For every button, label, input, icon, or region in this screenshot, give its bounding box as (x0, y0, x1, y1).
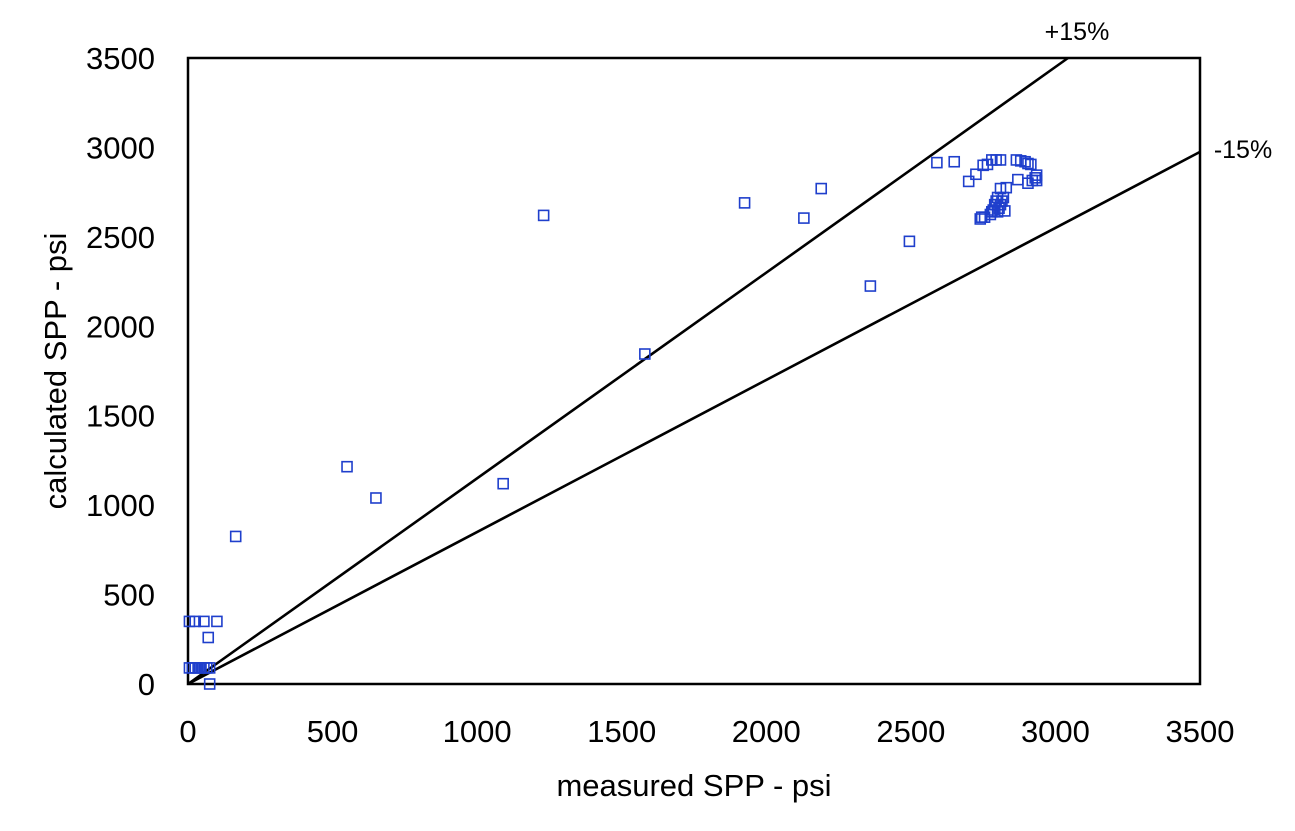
data-point (203, 662, 216, 674)
data-point (1000, 181, 1013, 194)
y-tick-label: 3500 (86, 41, 155, 76)
y-tick-labels: 0 500 1000 1500 2000 2500 3000 3500 (86, 41, 155, 702)
data-point (203, 678, 216, 690)
y-tick-label: 2000 (86, 309, 155, 344)
data-point (948, 155, 961, 168)
data-point (1030, 174, 1043, 187)
y-tick-label: 2500 (86, 220, 155, 255)
x-tick-label: 2500 (876, 714, 945, 749)
y-tick-label: 500 (103, 578, 155, 613)
y-tick-label: 1500 (86, 399, 155, 434)
data-point (229, 530, 242, 543)
upper-band-label: +15% (1045, 18, 1110, 46)
data-point (211, 615, 223, 628)
x-tick-label: 3000 (1021, 714, 1090, 749)
x-tick-label: 500 (307, 714, 359, 749)
data-point (198, 615, 210, 628)
y-tick-label: 1000 (86, 488, 155, 523)
data-point (931, 156, 943, 169)
x-tick-label: 1000 (443, 714, 512, 749)
y-tick-label: 3000 (86, 130, 155, 165)
data-points (183, 154, 1043, 690)
data-point (738, 197, 751, 209)
data-point (497, 477, 509, 490)
x-tick-labels: 0 500 1000 1500 2000 2500 3000 3500 (179, 714, 1234, 749)
data-point (903, 235, 916, 248)
y-tick-label: 0 (138, 667, 155, 702)
data-point (815, 182, 828, 195)
x-tick-label: 0 (179, 714, 196, 749)
x-tick-label: 3500 (1166, 714, 1235, 749)
data-point (994, 154, 1007, 166)
data-point (970, 168, 982, 181)
data-point (202, 631, 215, 644)
data-point (639, 348, 651, 360)
plot-area (186, 56, 1202, 686)
reference-lines (187, 56, 1201, 686)
reference-line-2 (187, 150, 1201, 686)
data-point (999, 205, 1011, 217)
data-point (962, 175, 975, 188)
data-point (537, 209, 550, 222)
data-point (864, 280, 877, 292)
reference-line-1 (187, 56, 1069, 686)
x-tick-label: 2000 (732, 714, 801, 749)
data-point (1022, 157, 1034, 170)
data-point (798, 212, 810, 224)
y-axis-title: calculated SPP - psi (38, 233, 73, 510)
lower-band-label: -15% (1214, 136, 1272, 164)
data-point (341, 460, 353, 473)
data-point (1029, 172, 1041, 184)
data-point (370, 492, 382, 504)
data-point (189, 615, 202, 628)
x-axis-title: measured SPP - psi (556, 768, 831, 803)
x-tick-label: 1500 (587, 714, 656, 749)
